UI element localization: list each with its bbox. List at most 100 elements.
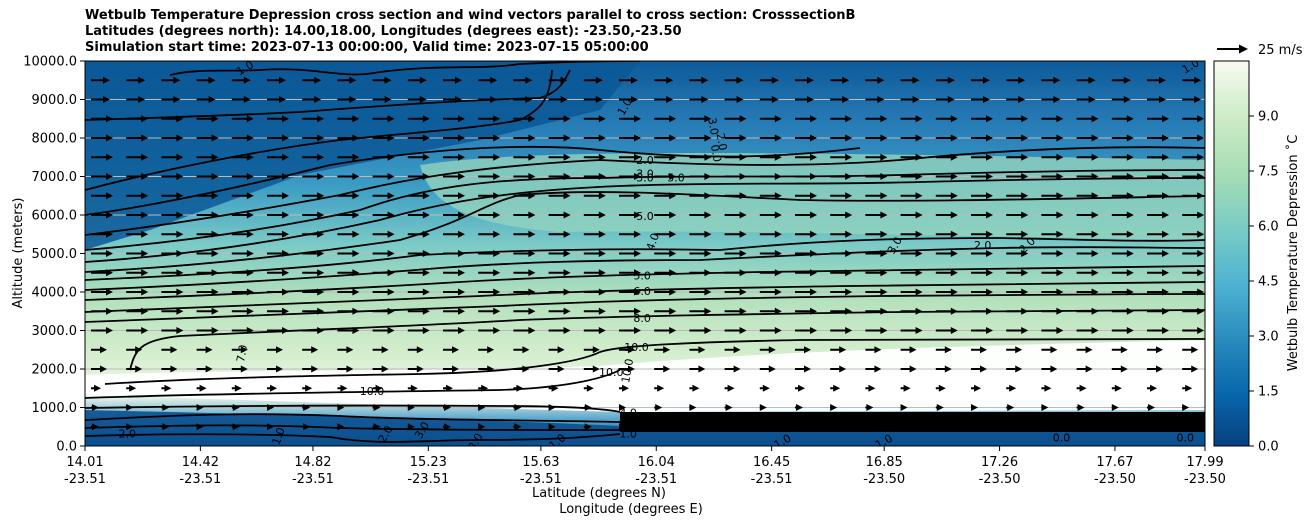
x-tick-label-lon: -23.51 bbox=[407, 472, 449, 487]
wind-vector bbox=[548, 365, 565, 373]
contour-line bbox=[85, 237, 1205, 281]
wind-vector bbox=[1147, 96, 1166, 103]
wind-vector bbox=[513, 365, 530, 373]
x-tick-label-lat: 16.85 bbox=[866, 455, 903, 470]
wind-vector bbox=[1111, 153, 1134, 161]
wind-vector bbox=[1147, 288, 1169, 296]
wind-vector bbox=[513, 76, 533, 84]
x-axis-label-latitude: Latitude (degrees N) bbox=[532, 486, 666, 501]
colorbar-gradient bbox=[1213, 60, 1250, 447]
wind-vector bbox=[1041, 365, 1058, 373]
wind-vector bbox=[548, 211, 571, 219]
wind-vector bbox=[795, 384, 805, 392]
wind-vector bbox=[935, 384, 946, 392]
wind-vector bbox=[1111, 134, 1134, 142]
wind-vector bbox=[759, 327, 782, 334]
wind-vector bbox=[372, 115, 395, 123]
wind-vector bbox=[478, 365, 495, 373]
wind-vector bbox=[126, 230, 149, 238]
wind-vector bbox=[91, 404, 99, 411]
wind-vector bbox=[126, 96, 146, 103]
wind-vector bbox=[865, 288, 888, 296]
wind-vector bbox=[583, 230, 606, 238]
wind-vector bbox=[91, 230, 113, 238]
y-tick-label: 1000.0 bbox=[32, 401, 78, 416]
wind-vector bbox=[548, 192, 571, 200]
wind-vector bbox=[830, 96, 850, 103]
wind-vector bbox=[91, 288, 113, 296]
wind-vector bbox=[407, 250, 430, 257]
wind-vector bbox=[795, 153, 817, 161]
wind-vector bbox=[337, 192, 360, 200]
wind-vector bbox=[830, 134, 853, 142]
wind-vector bbox=[407, 211, 430, 219]
wind-vector bbox=[548, 404, 556, 411]
wind-vector bbox=[1147, 115, 1169, 123]
wind-vector bbox=[478, 327, 501, 334]
wind-vector bbox=[900, 404, 908, 411]
wind-vector bbox=[1041, 404, 1049, 411]
wind-vector bbox=[971, 307, 993, 315]
wind-vector bbox=[865, 365, 882, 373]
wind-vector bbox=[513, 423, 522, 431]
contour-line bbox=[85, 169, 1205, 251]
wind-vector bbox=[1182, 327, 1205, 334]
wind-vector bbox=[619, 423, 626, 431]
wind-vector bbox=[161, 96, 181, 103]
title-line-3: Simulation start time: 2023-07-13 00:00:… bbox=[85, 40, 649, 55]
wind-vector bbox=[865, 115, 888, 123]
wind-vector bbox=[372, 230, 395, 238]
wind-vector bbox=[267, 115, 289, 123]
wind-vector bbox=[759, 250, 782, 257]
colorbar-tick-label: 0.0 bbox=[1258, 440, 1279, 455]
filled-contours: 1.01.03.02.00.02.03.05.0 5.05.04.0 3.0 2.0 2… bbox=[85, 61, 1205, 446]
wind-vector bbox=[126, 173, 149, 180]
wind-vector bbox=[513, 230, 536, 238]
wind-vector bbox=[548, 346, 565, 354]
wind-vector bbox=[443, 346, 459, 354]
wind-vector bbox=[654, 134, 677, 142]
wind-vector bbox=[196, 250, 219, 257]
wind-vector bbox=[513, 134, 536, 142]
wind-vector bbox=[1182, 346, 1199, 354]
wind-vector bbox=[478, 384, 489, 392]
wind-vector bbox=[654, 288, 677, 296]
wind-vector bbox=[724, 384, 735, 392]
wind-vector bbox=[267, 346, 283, 354]
wind-vector bbox=[830, 173, 853, 180]
x-tick-label-lon: -23.51 bbox=[292, 472, 334, 487]
wind-vector bbox=[1006, 365, 1023, 373]
wind-vector bbox=[935, 250, 958, 257]
wind-vector bbox=[302, 404, 311, 411]
wind-vector bbox=[231, 230, 254, 238]
wind-vector bbox=[1147, 192, 1169, 200]
wind-vector bbox=[865, 211, 888, 219]
wind-vector bbox=[689, 404, 697, 411]
wind-vector bbox=[865, 96, 885, 103]
wind-vector bbox=[900, 250, 923, 257]
wind-vector bbox=[196, 423, 204, 431]
contour-label: 6.0 bbox=[633, 285, 651, 298]
wind-vector bbox=[267, 384, 277, 392]
wind-vector bbox=[1182, 250, 1205, 257]
wind-vector bbox=[267, 423, 274, 431]
wind-vector bbox=[689, 96, 709, 103]
colorbar-tick-label: 4.5 bbox=[1258, 275, 1279, 290]
wind-vector bbox=[1111, 115, 1134, 123]
wind-vector bbox=[1006, 346, 1023, 354]
colorbar-tick-label: 6.0 bbox=[1258, 220, 1279, 235]
wind-vector bbox=[619, 269, 641, 277]
wind-vector bbox=[935, 307, 958, 315]
x-tick-label-lon: -23.51 bbox=[179, 472, 221, 487]
wind-vector bbox=[302, 211, 325, 219]
wind-vector bbox=[337, 173, 360, 180]
wind-vector bbox=[548, 153, 571, 161]
wind-vector bbox=[724, 76, 744, 84]
wind-vector bbox=[126, 76, 146, 84]
wind-vector bbox=[267, 173, 289, 180]
wind-vector bbox=[1041, 269, 1064, 277]
x-tick-label-lat: 15.23 bbox=[410, 455, 447, 470]
wind-vector bbox=[513, 192, 536, 200]
wind-vector bbox=[1111, 384, 1122, 392]
